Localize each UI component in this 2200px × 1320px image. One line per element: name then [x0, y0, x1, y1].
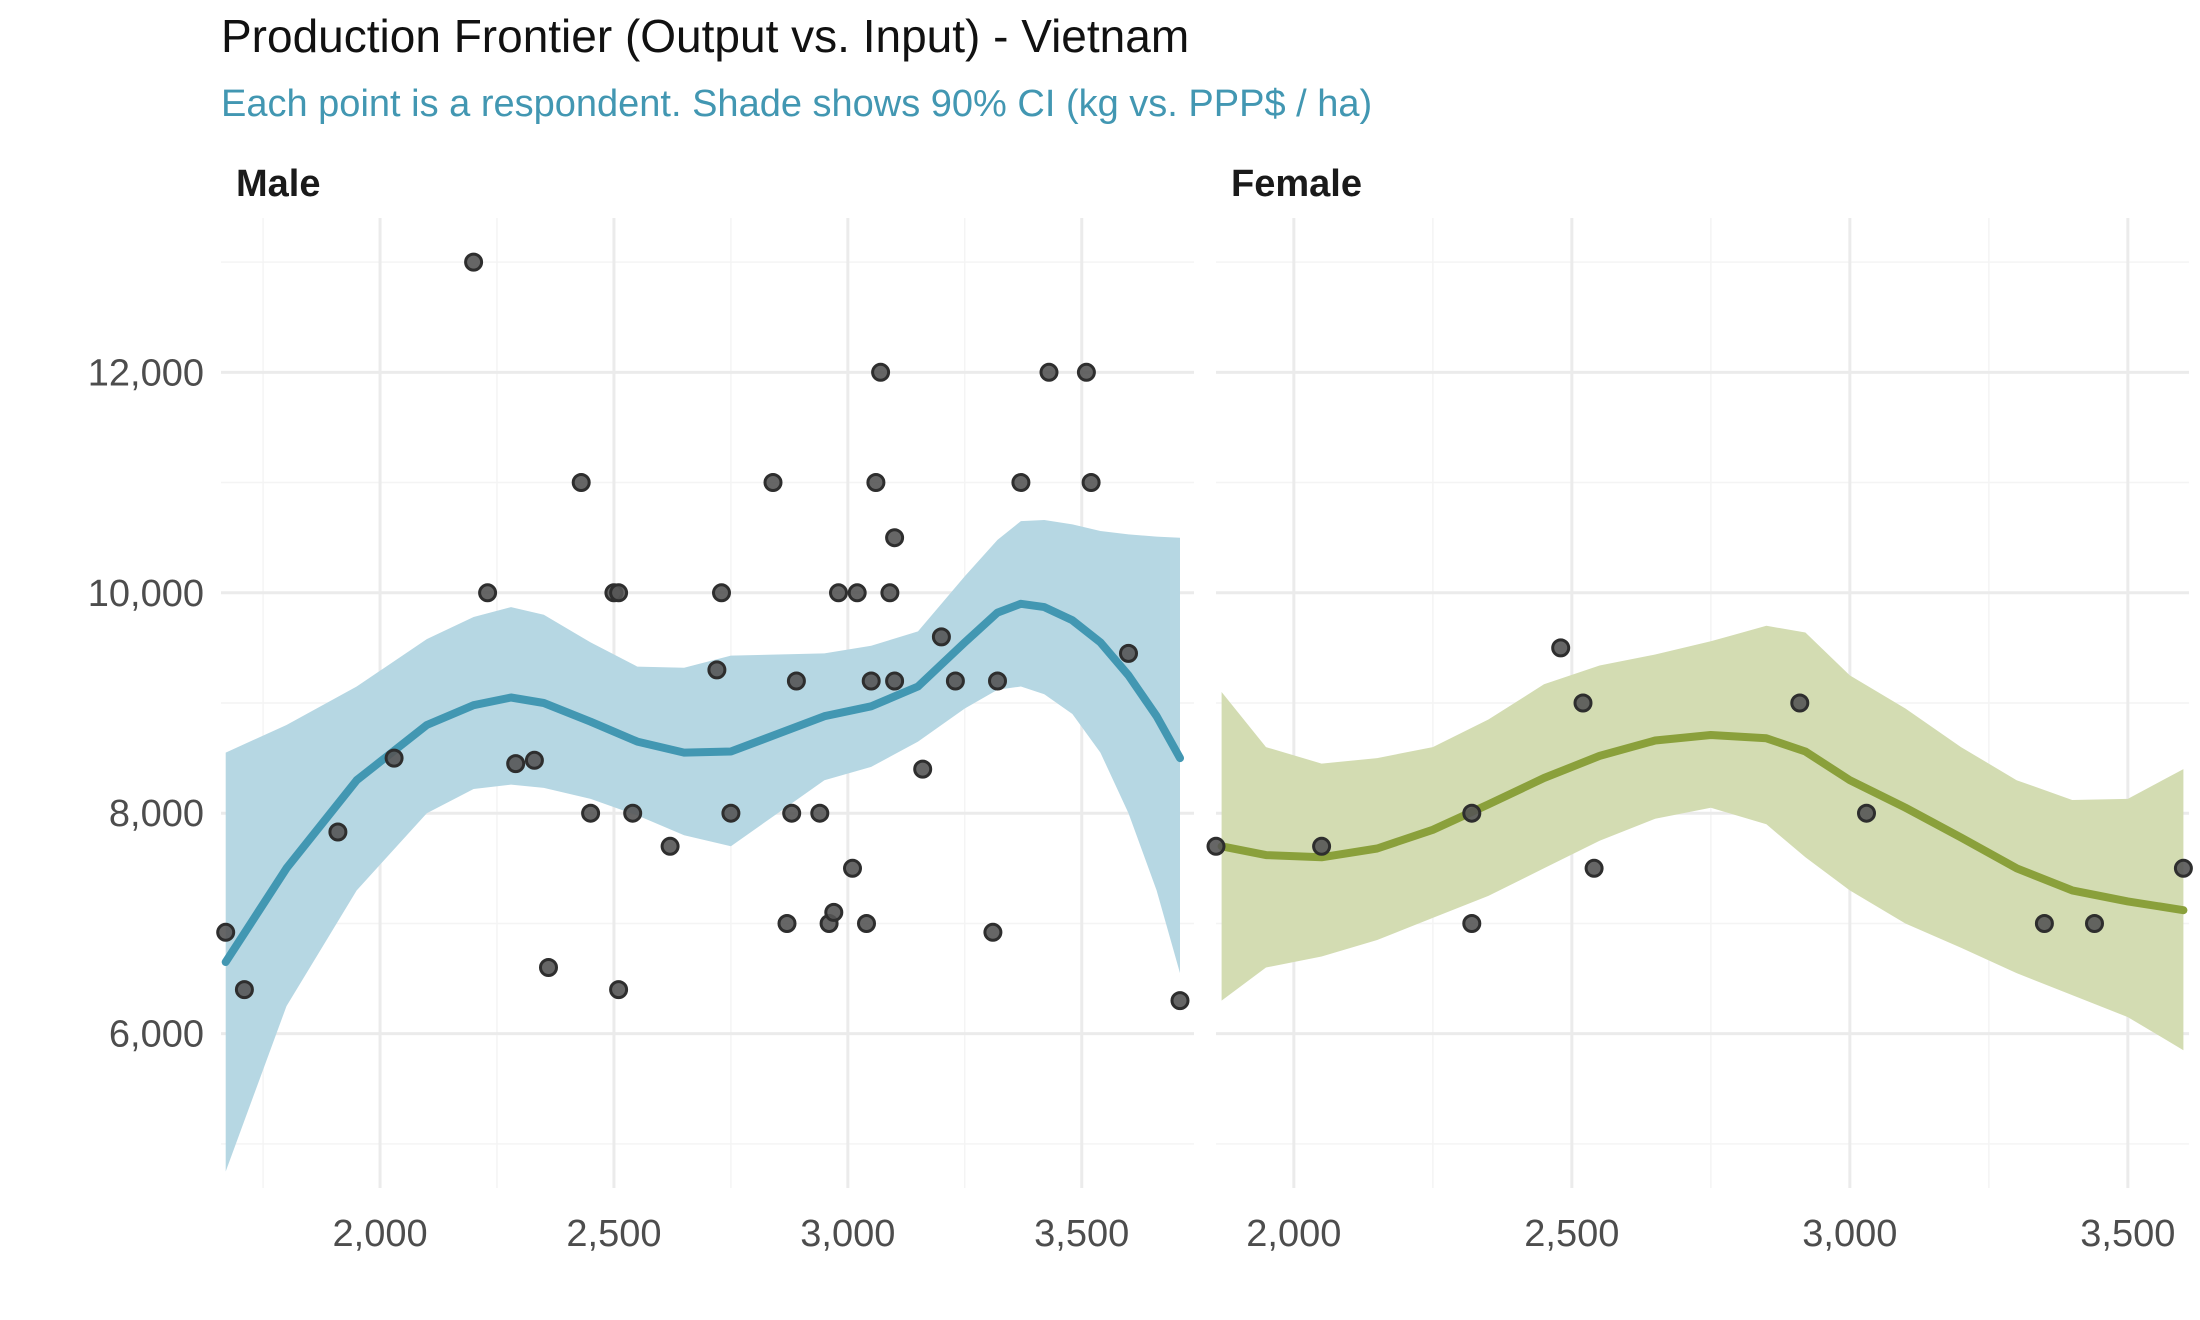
data-point — [913, 759, 933, 779]
data-point — [524, 750, 544, 770]
y-tick-label: 10,000 — [88, 573, 204, 615]
facet-panel-female: 2,000 2,500 3,000 3,500 — [1206, 218, 2193, 1255]
data-point — [328, 822, 348, 842]
data-point — [786, 671, 806, 691]
data-point — [885, 671, 905, 691]
data-point — [623, 803, 643, 823]
data-point — [609, 980, 629, 1000]
data-point — [1551, 638, 1571, 658]
data-point — [763, 473, 783, 492]
data-point — [847, 583, 867, 603]
data-point — [2034, 914, 2054, 933]
data-point — [2173, 858, 2193, 878]
data-point — [945, 671, 965, 691]
data-point — [464, 252, 484, 272]
data-point — [931, 627, 951, 647]
data-point — [1206, 836, 1226, 856]
data-point — [660, 836, 680, 856]
data-point — [1170, 991, 1190, 1011]
data-point — [539, 958, 558, 977]
data-point — [1119, 643, 1138, 663]
facet-label-male: Male — [236, 163, 320, 205]
data-point — [782, 803, 802, 823]
chart-subtitle: Each point is a respondent. Shade shows … — [221, 83, 1372, 125]
facet-panel-male: 2,000 2,500 3,000 3,500 6,000 8,000 10,000 12,0… — [88, 218, 1194, 1255]
data-point — [866, 473, 886, 492]
data-point — [1790, 693, 1810, 713]
data-point — [824, 902, 844, 922]
data-point — [234, 980, 254, 1000]
data-point — [384, 748, 404, 768]
data-point — [216, 922, 236, 942]
data-point — [1462, 914, 1482, 933]
data-point — [983, 922, 1003, 942]
fit-line-female — [1217, 731, 2188, 915]
data-point — [721, 803, 741, 823]
x-tick-label: 2,500 — [1524, 1213, 1619, 1255]
x-tick-label: 2,000 — [333, 1213, 428, 1255]
data-point — [1076, 362, 1096, 382]
data-point — [1039, 362, 1059, 382]
data-point — [777, 914, 797, 933]
data-point — [829, 583, 848, 603]
data-point — [861, 671, 881, 691]
x-tick-label: 3,000 — [1802, 1213, 1897, 1255]
data-point — [506, 754, 526, 774]
facet-label-female: Female — [1231, 163, 1362, 205]
x-tick-label: 2,000 — [1246, 1213, 1341, 1255]
data-point — [1011, 473, 1031, 492]
data-point — [857, 914, 876, 933]
data-point — [843, 858, 862, 878]
data-point — [712, 583, 731, 603]
data-point — [478, 583, 498, 603]
data-point — [707, 660, 727, 680]
y-tick-label: 6,000 — [109, 1014, 204, 1056]
data-point — [871, 362, 891, 382]
data-point — [1857, 803, 1876, 823]
data-point — [810, 803, 830, 823]
data-point — [571, 473, 591, 492]
data-point — [880, 583, 900, 603]
confidence-band-male — [225, 520, 1180, 1172]
fit-line-male — [221, 599, 1184, 966]
data-point — [609, 583, 629, 603]
chart-title: Production Frontier (Output vs. Input) -… — [221, 10, 1189, 62]
y-tick-label: 12,000 — [88, 352, 204, 394]
x-tick-label: 3,000 — [800, 1213, 895, 1255]
data-point — [2085, 914, 2104, 933]
data-point — [1584, 858, 1604, 878]
data-point — [1573, 693, 1593, 713]
data-point — [581, 803, 601, 823]
confidence-band-female — [1221, 625, 2184, 1051]
x-tick-label: 3,500 — [1034, 1213, 1129, 1255]
data-point — [1081, 473, 1101, 492]
data-point — [1312, 836, 1332, 856]
data-point — [988, 671, 1007, 691]
x-tick-label: 2,500 — [566, 1213, 661, 1255]
y-tick-label: 8,000 — [109, 793, 204, 835]
data-point — [885, 528, 905, 548]
x-tick-label: 3,500 — [2080, 1213, 2175, 1255]
data-point — [1462, 803, 1482, 823]
